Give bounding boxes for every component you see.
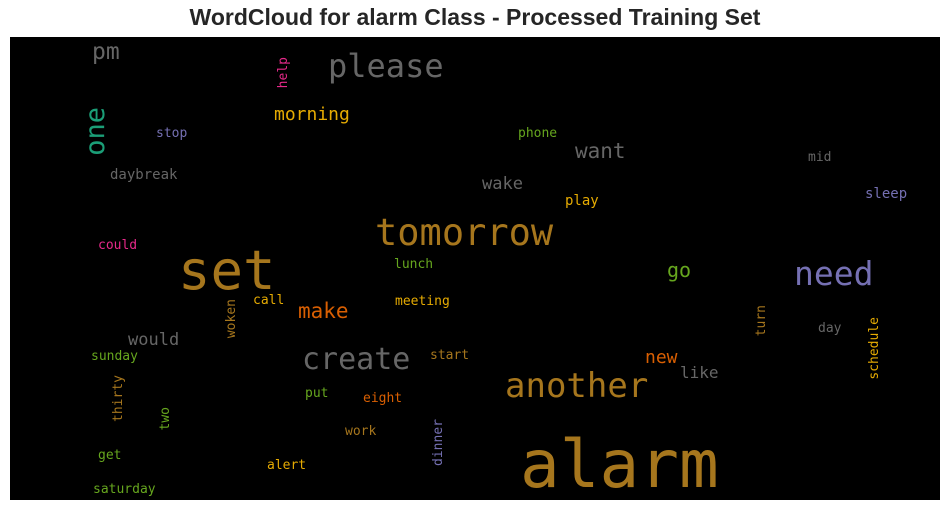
- word-would: would: [128, 330, 179, 350]
- word-want: want: [575, 139, 626, 163]
- word-tomorrow: tomorrow: [375, 211, 554, 254]
- word-set: set: [178, 239, 276, 302]
- word-another: another: [505, 366, 648, 406]
- word-two: two: [158, 407, 173, 430]
- word-mid: mid: [808, 150, 831, 165]
- word-work: work: [345, 424, 376, 439]
- word-morning: morning: [274, 104, 350, 125]
- word-eight: eight: [363, 391, 402, 406]
- word-sunday: sunday: [91, 349, 138, 364]
- word-layer: alarm set tomorrow another need please create o…: [80, 39, 907, 500]
- word-call: call: [253, 293, 284, 308]
- word-need: need: [794, 254, 873, 293]
- word-daybreak: daybreak: [110, 167, 178, 183]
- word-thirty: thirty: [111, 375, 126, 422]
- word-get: get: [98, 448, 121, 463]
- word-meeting: meeting: [395, 294, 450, 309]
- word-new: new: [645, 347, 678, 368]
- word-like: like: [680, 363, 719, 382]
- word-lunch: lunch: [394, 257, 433, 272]
- word-start: start: [430, 348, 469, 363]
- word-turn: turn: [754, 305, 769, 336]
- word-go: go: [667, 258, 691, 282]
- chart-title: WordCloud for alarm Class - Processed Tr…: [189, 4, 761, 30]
- word-put: put: [305, 386, 328, 401]
- word-sleep: sleep: [865, 186, 907, 202]
- word-help: help: [276, 57, 291, 88]
- word-play: play: [565, 193, 599, 209]
- word-one: one: [80, 107, 111, 156]
- word-pm: pm: [92, 39, 120, 65]
- word-woken: woken: [224, 299, 239, 338]
- word-cloud: alarm set tomorrow another need please create o…: [10, 37, 940, 500]
- word-could: could: [98, 238, 137, 253]
- word-saturday: saturday: [93, 482, 156, 497]
- word-dinner: dinner: [431, 419, 446, 466]
- word-day: day: [818, 321, 842, 336]
- word-alarm: alarm: [520, 426, 719, 500]
- word-please: please: [328, 47, 444, 85]
- word-wake: wake: [482, 174, 523, 194]
- word-alert: alert: [267, 458, 306, 473]
- word-stop: stop: [156, 126, 187, 141]
- word-make: make: [298, 299, 349, 323]
- word-phone: phone: [518, 126, 557, 141]
- word-schedule: schedule: [867, 317, 882, 380]
- word-cloud-panel: alarm set tomorrow another need please create o…: [10, 37, 940, 500]
- word-cloud-background: [10, 37, 940, 500]
- word-create: create: [302, 342, 410, 377]
